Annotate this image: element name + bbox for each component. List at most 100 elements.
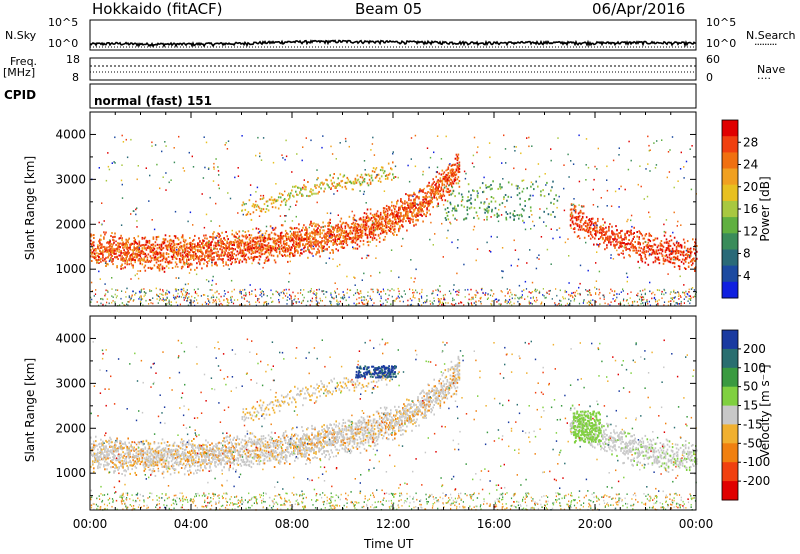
power-point bbox=[593, 178, 595, 181]
power-point bbox=[169, 250, 172, 253]
power-point bbox=[355, 219, 358, 222]
power-point bbox=[644, 253, 647, 256]
power-point bbox=[261, 233, 264, 236]
power-point bbox=[305, 137, 307, 139]
power-point bbox=[187, 265, 189, 268]
power-point bbox=[412, 215, 414, 218]
power-point bbox=[288, 288, 290, 291]
power-point bbox=[639, 165, 641, 167]
power-point bbox=[342, 242, 345, 245]
power-point bbox=[275, 199, 278, 202]
power-point bbox=[231, 295, 233, 298]
power-point bbox=[450, 165, 453, 167]
power-point bbox=[253, 246, 256, 249]
power-point bbox=[624, 232, 626, 235]
power-point bbox=[317, 240, 319, 243]
power-point bbox=[280, 253, 283, 256]
power-point bbox=[128, 257, 130, 260]
power-point bbox=[122, 141, 125, 143]
power-point bbox=[511, 293, 513, 296]
power-point bbox=[227, 238, 229, 241]
power-point bbox=[282, 235, 285, 237]
power-point bbox=[294, 236, 296, 239]
power-point bbox=[346, 232, 349, 235]
power-point bbox=[456, 158, 459, 161]
power-point bbox=[356, 229, 359, 232]
power-point bbox=[681, 258, 684, 261]
power-point bbox=[225, 246, 227, 249]
power-point bbox=[382, 172, 385, 175]
power-point bbox=[423, 196, 425, 199]
power-point bbox=[323, 234, 325, 237]
power-point bbox=[227, 192, 229, 194]
power-point bbox=[524, 228, 527, 231]
power-point bbox=[168, 245, 171, 248]
power-point bbox=[398, 230, 400, 233]
power-point bbox=[173, 147, 175, 149]
power-point bbox=[162, 294, 164, 296]
power-point bbox=[168, 181, 170, 184]
power-point bbox=[356, 174, 359, 177]
power-point bbox=[415, 216, 417, 218]
power-point bbox=[258, 248, 261, 250]
power-point bbox=[100, 257, 102, 260]
power-point bbox=[131, 257, 133, 260]
power-point bbox=[427, 205, 429, 208]
power-point bbox=[154, 244, 157, 247]
power-point bbox=[189, 298, 191, 301]
power-point bbox=[415, 196, 417, 199]
power-point bbox=[342, 240, 345, 243]
power-point bbox=[219, 258, 221, 261]
power-point bbox=[339, 240, 342, 243]
power-point bbox=[364, 303, 366, 305]
power-point bbox=[433, 151, 435, 154]
power-point bbox=[504, 295, 506, 297]
power-point bbox=[415, 268, 417, 271]
power-point bbox=[274, 244, 277, 247]
power-point bbox=[690, 288, 693, 290]
power-point bbox=[569, 208, 572, 211]
power-point bbox=[139, 244, 142, 247]
power-point bbox=[661, 255, 664, 257]
power-point bbox=[224, 144, 226, 146]
power-point bbox=[360, 223, 363, 226]
power-point bbox=[612, 159, 615, 162]
power-point bbox=[339, 234, 342, 237]
power-point bbox=[160, 253, 163, 256]
power-point bbox=[254, 203, 257, 206]
power-point bbox=[187, 283, 189, 285]
power-point bbox=[295, 240, 297, 243]
power-point bbox=[297, 231, 299, 234]
power-point bbox=[665, 292, 667, 294]
power-point bbox=[349, 289, 352, 291]
power-point bbox=[162, 246, 165, 249]
power-point bbox=[586, 227, 589, 230]
power-point bbox=[323, 239, 325, 242]
power-point bbox=[305, 233, 307, 236]
power-point bbox=[98, 240, 100, 243]
power-point bbox=[291, 220, 294, 222]
power-point bbox=[435, 186, 437, 189]
power-point bbox=[619, 242, 621, 245]
power-point bbox=[390, 303, 392, 305]
power-point bbox=[473, 302, 475, 304]
power-point bbox=[381, 217, 384, 220]
power-point bbox=[675, 249, 678, 252]
power-point bbox=[192, 246, 194, 249]
power-point bbox=[329, 251, 331, 254]
power-point bbox=[259, 152, 261, 155]
power-point bbox=[430, 188, 432, 191]
nsearch-dots: ········· bbox=[754, 38, 778, 51]
power-point bbox=[257, 248, 260, 251]
power-point bbox=[330, 240, 332, 243]
power-point bbox=[307, 246, 309, 249]
power-point bbox=[211, 284, 213, 286]
power-point bbox=[642, 237, 645, 240]
power-point bbox=[159, 297, 161, 300]
power-point bbox=[310, 139, 312, 142]
power-point bbox=[461, 301, 463, 304]
power-point bbox=[389, 219, 391, 222]
power-point bbox=[377, 215, 380, 218]
power-point bbox=[650, 253, 653, 256]
power-point bbox=[264, 259, 267, 262]
